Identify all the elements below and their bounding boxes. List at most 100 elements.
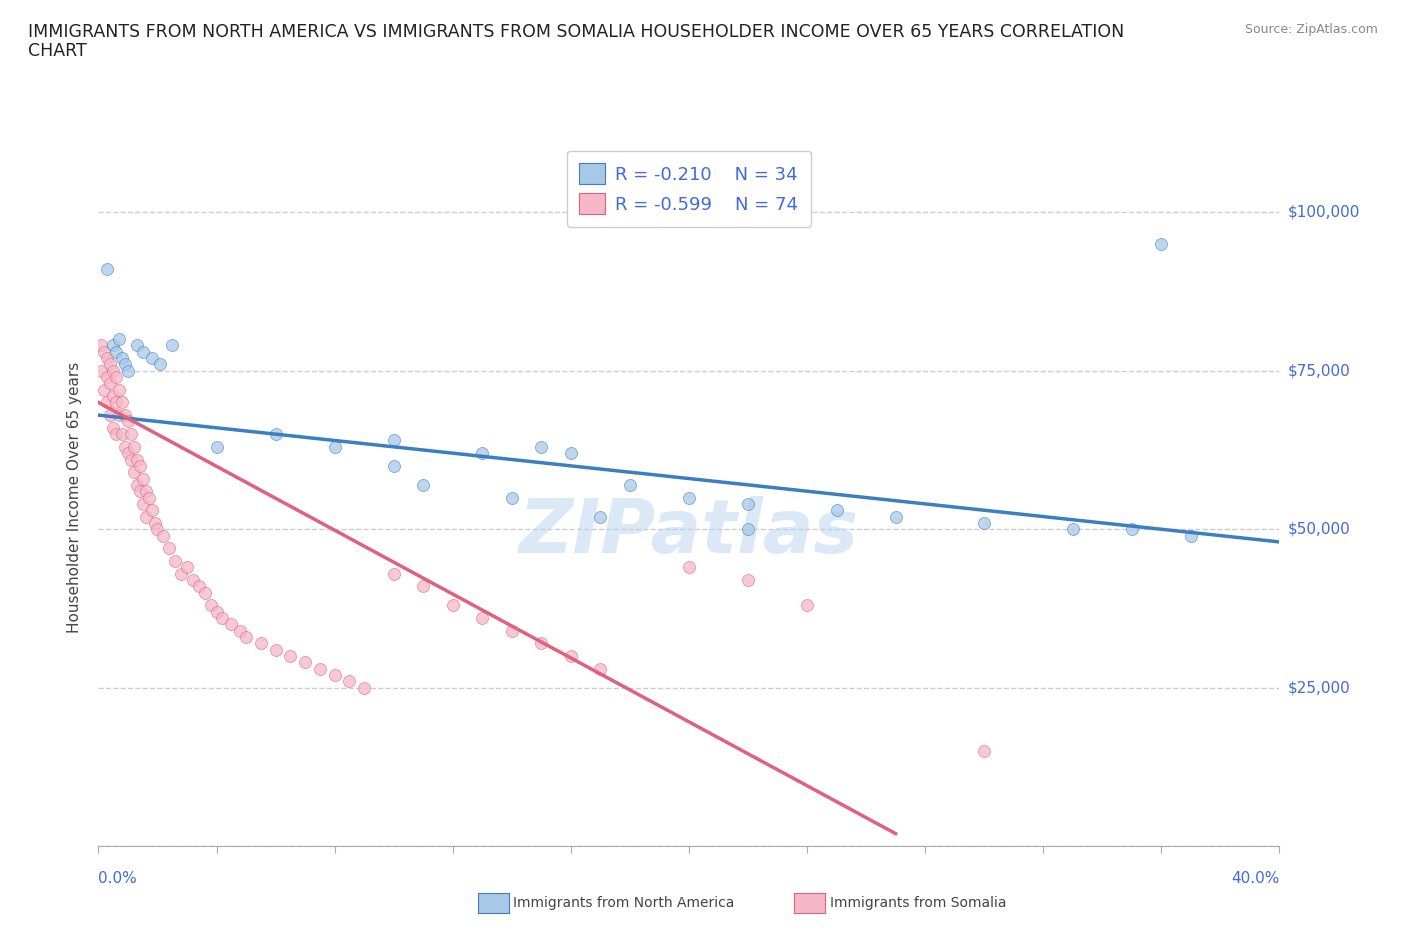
Point bbox=[125, 452, 148, 467]
Text: ZIPatlas: ZIPatlas bbox=[519, 496, 859, 569]
Point bbox=[796, 598, 818, 613]
Point bbox=[737, 522, 759, 537]
Point bbox=[235, 630, 257, 644]
Point bbox=[309, 661, 332, 676]
Point bbox=[200, 598, 222, 613]
Point bbox=[250, 636, 273, 651]
Point bbox=[120, 452, 142, 467]
Point bbox=[560, 445, 582, 460]
Point bbox=[132, 497, 155, 512]
Text: $100,000: $100,000 bbox=[1288, 205, 1360, 219]
Point bbox=[98, 357, 121, 372]
Point bbox=[278, 648, 302, 663]
Point bbox=[471, 445, 494, 460]
Point bbox=[111, 427, 134, 442]
Point bbox=[337, 674, 360, 689]
Point bbox=[96, 395, 118, 410]
Point bbox=[114, 407, 136, 422]
Point bbox=[162, 338, 183, 352]
Point bbox=[135, 484, 157, 498]
Point bbox=[96, 351, 118, 365]
Point bbox=[530, 439, 553, 454]
Text: Immigrants from Somalia: Immigrants from Somalia bbox=[830, 896, 1007, 910]
Point bbox=[323, 668, 346, 683]
Point bbox=[135, 509, 157, 524]
Text: 0.0%: 0.0% bbox=[98, 871, 138, 886]
Point bbox=[125, 477, 148, 492]
Point bbox=[103, 338, 125, 352]
Point bbox=[737, 497, 759, 512]
Point bbox=[132, 344, 155, 359]
Text: Immigrants from North America: Immigrants from North America bbox=[513, 896, 734, 910]
Point bbox=[93, 382, 115, 397]
Point bbox=[382, 458, 405, 473]
Point bbox=[884, 509, 907, 524]
Point bbox=[141, 503, 163, 518]
Point bbox=[122, 465, 145, 480]
Point bbox=[382, 433, 405, 448]
Point bbox=[98, 376, 121, 391]
Point bbox=[501, 490, 523, 505]
Point bbox=[589, 509, 612, 524]
Point bbox=[187, 578, 209, 593]
Text: $25,000: $25,000 bbox=[1288, 680, 1351, 696]
Point bbox=[194, 585, 217, 600]
Point bbox=[114, 439, 136, 454]
Point bbox=[105, 369, 128, 384]
Point bbox=[501, 623, 523, 638]
Point bbox=[589, 661, 612, 676]
Point bbox=[98, 407, 121, 422]
Point bbox=[111, 395, 134, 410]
Point bbox=[96, 369, 118, 384]
Point bbox=[678, 560, 700, 575]
Point bbox=[93, 344, 115, 359]
Point bbox=[108, 332, 131, 347]
Point bbox=[264, 427, 287, 442]
Point bbox=[1121, 522, 1143, 537]
Point bbox=[146, 522, 169, 537]
Point bbox=[108, 382, 131, 397]
Point bbox=[229, 623, 252, 638]
Point bbox=[108, 407, 131, 422]
Point bbox=[1150, 236, 1173, 251]
Point bbox=[176, 560, 198, 575]
Point bbox=[973, 515, 995, 530]
Y-axis label: Householder Income Over 65 years: Householder Income Over 65 years bbox=[67, 362, 83, 633]
Point bbox=[219, 617, 242, 631]
Point bbox=[111, 351, 134, 365]
Point bbox=[412, 578, 434, 593]
Point bbox=[117, 364, 139, 379]
Point bbox=[90, 338, 112, 352]
Point bbox=[181, 573, 204, 588]
Text: $50,000: $50,000 bbox=[1288, 522, 1351, 537]
Point bbox=[264, 643, 287, 658]
Point bbox=[441, 598, 464, 613]
Point bbox=[105, 395, 128, 410]
Point bbox=[825, 503, 848, 518]
Point bbox=[353, 681, 375, 696]
Point bbox=[90, 364, 112, 379]
Point bbox=[117, 445, 139, 460]
Point bbox=[170, 566, 193, 581]
Point bbox=[678, 490, 700, 505]
Point bbox=[103, 420, 125, 435]
Point bbox=[1180, 528, 1202, 543]
Point bbox=[125, 338, 148, 352]
Point bbox=[157, 541, 180, 556]
Text: $75,000: $75,000 bbox=[1288, 364, 1351, 379]
Point bbox=[619, 477, 641, 492]
Point bbox=[122, 439, 145, 454]
Point bbox=[294, 655, 316, 670]
Point bbox=[149, 357, 172, 372]
Point bbox=[382, 566, 405, 581]
Point bbox=[530, 636, 553, 651]
Point bbox=[205, 439, 228, 454]
Point bbox=[103, 389, 125, 404]
Point bbox=[165, 553, 187, 568]
Point bbox=[114, 357, 136, 372]
Point bbox=[128, 458, 150, 473]
Point bbox=[105, 344, 128, 359]
Point bbox=[96, 262, 118, 277]
Point bbox=[132, 472, 155, 486]
Point bbox=[143, 515, 166, 530]
